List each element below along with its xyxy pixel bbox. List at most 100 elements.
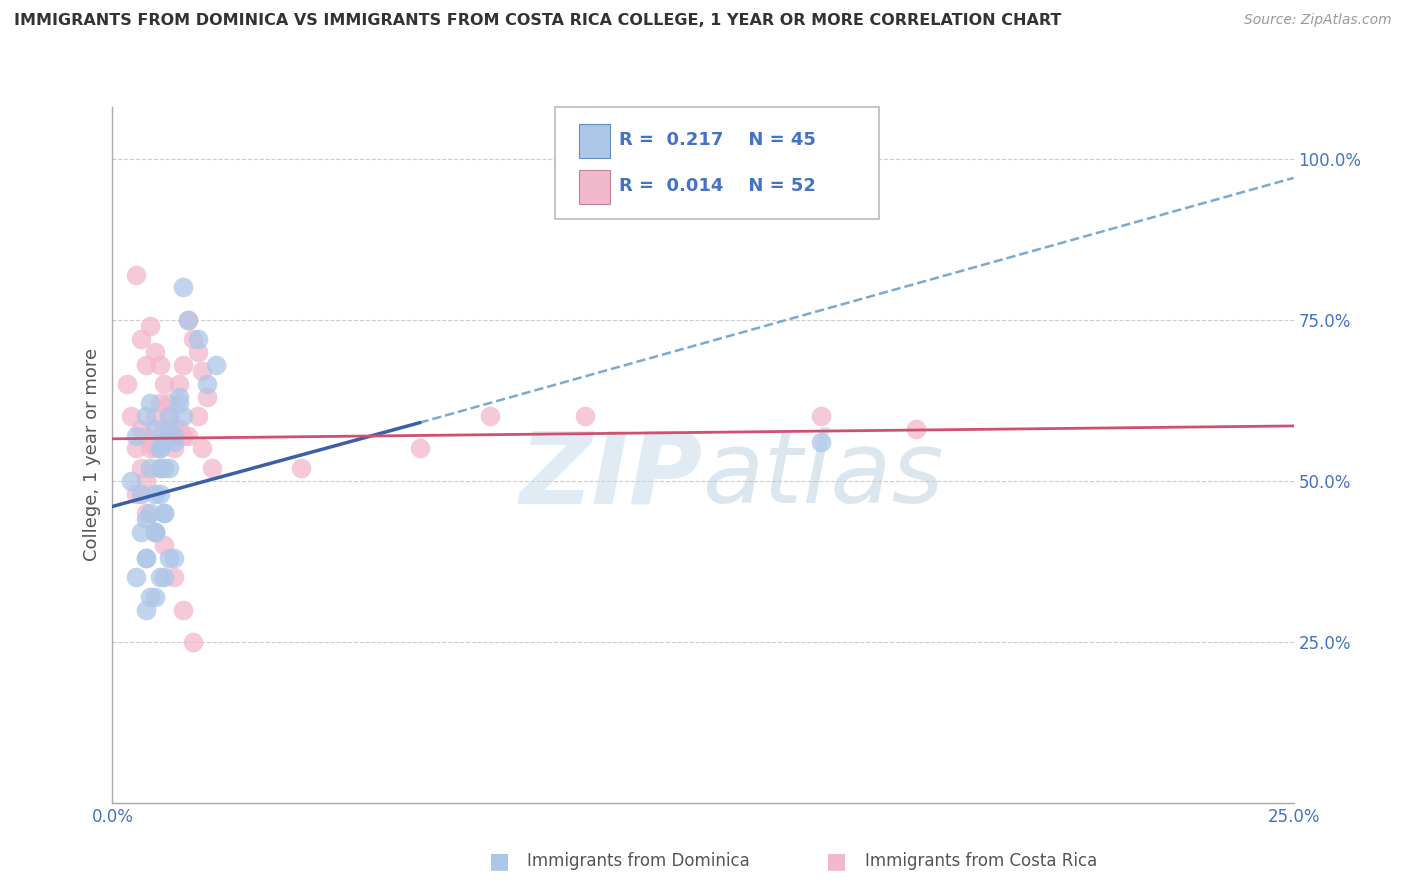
Point xyxy=(143,525,166,540)
Point xyxy=(186,409,208,424)
Point xyxy=(143,344,166,359)
Text: ■: ■ xyxy=(827,851,846,871)
Point xyxy=(157,551,180,566)
Point xyxy=(125,442,148,456)
Point xyxy=(195,390,218,404)
Text: Source: ZipAtlas.com: Source: ZipAtlas.com xyxy=(1244,13,1392,28)
Point xyxy=(129,332,152,346)
Text: atlas: atlas xyxy=(703,427,945,524)
Point xyxy=(120,474,142,488)
Point xyxy=(186,332,208,346)
Point xyxy=(115,377,138,392)
Point xyxy=(143,590,166,604)
Point xyxy=(135,428,157,442)
Point xyxy=(157,409,180,424)
Point xyxy=(167,377,190,392)
Point xyxy=(177,428,200,442)
Point xyxy=(172,280,194,294)
Point xyxy=(479,409,502,424)
Point xyxy=(135,358,157,372)
Point xyxy=(177,312,200,326)
Text: Immigrants from Dominica: Immigrants from Dominica xyxy=(527,852,749,870)
Point xyxy=(129,525,152,540)
Point xyxy=(408,442,430,456)
Point xyxy=(139,319,162,334)
Point xyxy=(135,551,157,566)
Point xyxy=(177,312,200,326)
Point xyxy=(143,442,166,456)
Text: R =  0.217    N = 45: R = 0.217 N = 45 xyxy=(619,131,815,149)
Point xyxy=(153,506,176,520)
Point xyxy=(129,422,152,436)
Text: Immigrants from Costa Rica: Immigrants from Costa Rica xyxy=(865,852,1097,870)
Y-axis label: College, 1 year or more: College, 1 year or more xyxy=(83,349,101,561)
Point xyxy=(149,570,172,584)
Point xyxy=(290,460,312,475)
Point xyxy=(157,396,180,410)
Point xyxy=(574,409,596,424)
Point xyxy=(191,364,214,378)
Point xyxy=(201,460,224,475)
Point xyxy=(135,512,157,526)
Point xyxy=(186,344,208,359)
Point xyxy=(135,474,157,488)
Point xyxy=(904,422,927,436)
Point xyxy=(129,486,152,500)
Point xyxy=(153,377,176,392)
Point xyxy=(139,506,162,520)
Text: ■: ■ xyxy=(489,851,509,871)
Point xyxy=(143,409,166,424)
Point xyxy=(149,460,172,475)
Point xyxy=(139,590,162,604)
Point xyxy=(153,422,176,436)
Point xyxy=(139,442,162,456)
Point xyxy=(172,358,194,372)
Point xyxy=(135,506,157,520)
Text: R =  0.014    N = 52: R = 0.014 N = 52 xyxy=(619,178,815,195)
Point xyxy=(172,602,194,616)
Point xyxy=(139,460,162,475)
Point xyxy=(153,570,176,584)
Point xyxy=(163,435,186,450)
Point xyxy=(163,428,186,442)
Point xyxy=(172,428,194,442)
Point xyxy=(129,460,152,475)
Point xyxy=(149,442,172,456)
Point xyxy=(205,358,228,372)
Point xyxy=(181,332,204,346)
Point xyxy=(191,442,214,456)
Point xyxy=(157,460,180,475)
Point xyxy=(157,428,180,442)
Point xyxy=(143,486,166,500)
Point xyxy=(143,525,166,540)
Point xyxy=(149,460,172,475)
Point xyxy=(167,396,190,410)
Point xyxy=(167,422,190,436)
Point xyxy=(149,396,172,410)
Point xyxy=(810,409,832,424)
Point xyxy=(167,390,190,404)
Point xyxy=(153,506,176,520)
Point xyxy=(810,435,832,450)
Point xyxy=(163,570,186,584)
Point xyxy=(120,409,142,424)
Point xyxy=(135,551,157,566)
Point xyxy=(143,525,166,540)
Point xyxy=(125,428,148,442)
Point xyxy=(149,486,172,500)
Point xyxy=(135,409,157,424)
Point xyxy=(195,377,218,392)
Text: IMMIGRANTS FROM DOMINICA VS IMMIGRANTS FROM COSTA RICA COLLEGE, 1 YEAR OR MORE C: IMMIGRANTS FROM DOMINICA VS IMMIGRANTS F… xyxy=(14,13,1062,29)
Point xyxy=(153,435,176,450)
Point xyxy=(163,551,186,566)
Point xyxy=(143,422,166,436)
Point xyxy=(135,602,157,616)
Text: ZIP: ZIP xyxy=(520,427,703,524)
Point xyxy=(149,442,172,456)
Point xyxy=(163,422,186,436)
Point xyxy=(139,396,162,410)
Point xyxy=(125,486,148,500)
Point xyxy=(157,422,180,436)
Point xyxy=(153,460,176,475)
Point xyxy=(163,442,186,456)
